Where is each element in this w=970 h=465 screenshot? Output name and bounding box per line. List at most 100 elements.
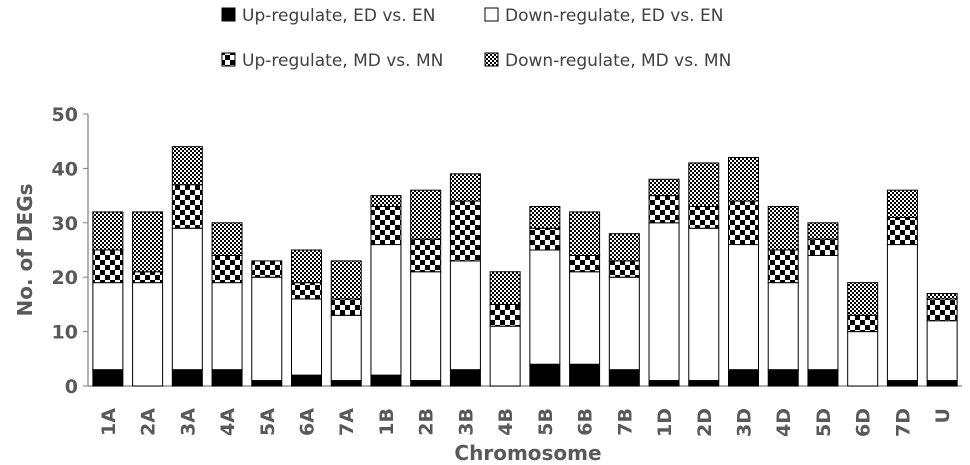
- bar-stack-4d: [767, 205, 799, 387]
- bar-segment-series-4: [886, 189, 918, 218]
- legend-label: Down-regulate, MD vs. MN: [505, 51, 731, 71]
- bar-segment-series-4: [211, 222, 243, 256]
- bar-stack-4b: [489, 271, 521, 387]
- bar-stack-7b: [608, 233, 640, 387]
- x-tick-label: U: [932, 408, 954, 423]
- x-tick-label: 1D: [654, 408, 676, 437]
- bar-segment-series-3: [132, 271, 164, 284]
- y-tick-label: 40: [52, 158, 78, 180]
- y-axis-title: No. of DEGs: [13, 183, 37, 316]
- bar-stack-3d: [728, 157, 759, 387]
- bar-segment-series-2: [847, 331, 879, 387]
- bar-segment-series-1: [688, 380, 720, 387]
- bar-segment-series-2: [291, 298, 322, 376]
- bar-stack-2b: [410, 189, 442, 387]
- x-tick-label: 4A: [217, 408, 239, 436]
- bar-segment-series-4: [569, 211, 601, 256]
- bar-stack-7a: [330, 260, 362, 387]
- bar-segment-series-2: [529, 249, 561, 365]
- x-tick-label: 6B: [575, 408, 597, 436]
- x-tick-label: 5A: [257, 408, 279, 436]
- bar-segment-series-1: [251, 380, 283, 387]
- bar-segment-series-2: [489, 325, 521, 387]
- legend-item: Down-regulate, MD vs. MN: [484, 51, 731, 71]
- bar-segment-series-3: [728, 200, 759, 246]
- bar-stack-6b: [569, 211, 601, 387]
- y-tick-label: 20: [52, 267, 78, 289]
- bar-segment-series-1: [92, 369, 124, 387]
- bar-segment-series-3: [688, 205, 720, 229]
- bar-stack-5d: [807, 222, 839, 387]
- y-tick-label: 0: [65, 376, 78, 398]
- x-tick-label: 1A: [98, 408, 120, 436]
- y-tick-labels: 0 10 20 30 40 50: [52, 104, 88, 398]
- bar-segment-series-4: [728, 157, 759, 202]
- bar-segment-series-4: [132, 211, 164, 273]
- bar-segment-series-4: [648, 178, 680, 197]
- bar-segment-series-4: [926, 293, 958, 300]
- bar-segment-series-1: [569, 363, 601, 387]
- bar-stack-2a: [132, 211, 164, 387]
- x-tick-label: 5B: [535, 408, 557, 436]
- bar-segment-series-4: [410, 189, 442, 240]
- bar-stack-6d: [847, 282, 879, 387]
- x-tick-label: 3B: [455, 408, 477, 436]
- legend-item: Down-regulate, ED vs. EN: [484, 6, 723, 26]
- bar-stack-5b: [529, 205, 561, 387]
- bar-segment-series-4: [489, 271, 521, 305]
- bar-segment-series-3: [569, 254, 601, 273]
- bar-segment-series-1: [211, 369, 243, 387]
- bar-segment-series-3: [211, 254, 243, 284]
- x-tick-label: 4D: [773, 408, 795, 437]
- bar-segment-series-2: [767, 282, 799, 371]
- bar-stack-3a: [171, 146, 203, 387]
- bar-segment-series-3: [608, 260, 640, 278]
- x-tick-label: 3D: [734, 408, 756, 437]
- bar-segment-series-3: [767, 249, 799, 284]
- legend-swatch: [484, 52, 499, 67]
- y-tick-label: 30: [52, 213, 78, 235]
- bar-segment-series-2: [370, 244, 402, 376]
- bar-segment-series-3: [926, 298, 958, 322]
- bar-segment-series-2: [410, 271, 442, 382]
- bar-segment-series-1: [291, 374, 322, 387]
- y-tick-label: 10: [52, 322, 78, 344]
- legend-item: Up-regulate, ED vs. EN: [221, 6, 436, 26]
- x-tick-label: 7B: [614, 408, 636, 436]
- bar-segment-series-3: [807, 238, 839, 256]
- bar-segment-series-2: [728, 244, 759, 371]
- legend-label: Up-regulate, MD vs. MN: [242, 51, 443, 71]
- bar-stack-6a: [291, 249, 322, 387]
- bar-segment-series-2: [569, 271, 601, 365]
- bar-segment-series-1: [529, 363, 561, 387]
- bar-segment-series-1: [171, 369, 203, 387]
- legend-swatch: [221, 52, 236, 67]
- bar-segment-series-2: [330, 314, 362, 382]
- x-tick-label: 4B: [495, 408, 517, 436]
- bar-segment-series-3: [489, 303, 521, 327]
- bar-segment-series-3: [171, 184, 203, 229]
- y-tick-label: 50: [52, 104, 78, 126]
- bar-segment-series-4: [529, 205, 561, 229]
- bar-segment-series-3: [847, 314, 879, 333]
- bar-segment-series-4: [92, 211, 124, 251]
- bar-segment-series-3: [330, 298, 362, 316]
- bar-segment-series-4: [370, 195, 402, 207]
- x-tick-label: 2A: [138, 408, 160, 436]
- bar-segment-series-3: [410, 238, 442, 273]
- bar-segment-series-1: [370, 374, 402, 387]
- bar-segment-series-2: [608, 276, 640, 371]
- bars: [92, 146, 958, 387]
- x-tick-label: 5D: [813, 408, 835, 437]
- bar-segment-series-4: [807, 222, 839, 240]
- bar-segment-series-1: [728, 369, 759, 387]
- bar-segment-series-4: [767, 205, 799, 251]
- bar-segment-series-1: [926, 380, 958, 387]
- bar-segment-series-3: [648, 195, 680, 224]
- bar-segment-series-2: [807, 254, 839, 371]
- bar-segment-series-2: [211, 282, 243, 371]
- x-axis-title: Chromosome: [454, 441, 601, 465]
- bar-segment-series-3: [251, 260, 283, 278]
- legend-swatch: [221, 7, 236, 22]
